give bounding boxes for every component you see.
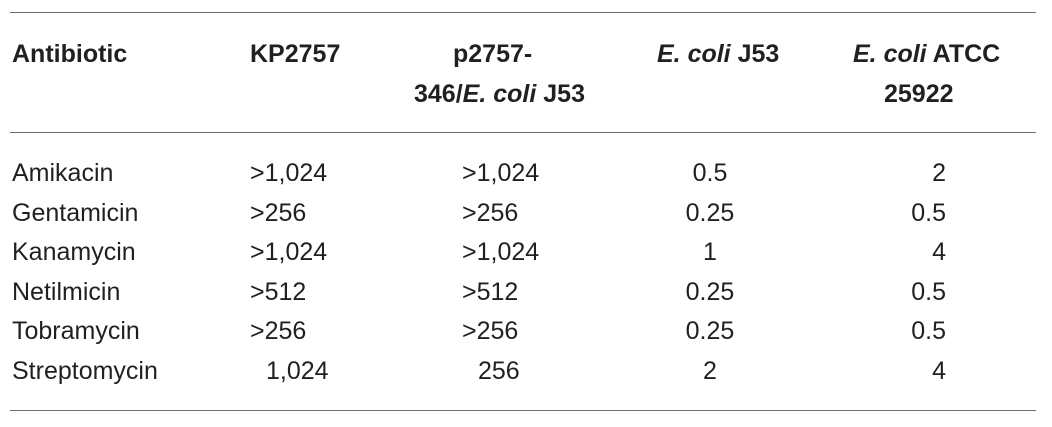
row-p2757: >1,024	[462, 159, 540, 187]
row-kp2757: >1,024	[250, 159, 328, 187]
row-j53: 0.25	[685, 317, 735, 345]
row-atcc: 0.5	[911, 317, 946, 345]
row-kp2757: >256	[250, 199, 307, 227]
header-atcc-line2: 25922	[884, 80, 954, 108]
table-header-rule	[10, 132, 1036, 133]
row-kp2757: >512	[250, 278, 307, 306]
header-antibiotic: Antibiotic	[12, 40, 128, 68]
row-atcc: 0.5	[911, 278, 946, 306]
row-j53: 1	[703, 238, 717, 266]
row-p2757: >256	[462, 317, 519, 345]
header-atcc: E. coli ATCC	[853, 34, 1000, 74]
row-antibiotic: Kanamycin	[12, 238, 136, 266]
row-antibiotic: Netilmicin	[12, 278, 121, 306]
header-plasmid-strain: J53	[536, 80, 585, 108]
row-atcc: 2	[932, 159, 946, 187]
header-plasmid-line1: p2757-	[453, 40, 533, 68]
row-p2757: >256	[462, 199, 519, 227]
row-j53: 2	[703, 357, 717, 385]
header-j53-strain: J53	[730, 40, 780, 68]
row-p2757: >512	[462, 278, 519, 306]
row-antibiotic: Streptomycin	[12, 357, 158, 385]
header-plasmid-prefix: 346/	[414, 80, 463, 108]
row-j53: 0.25	[685, 199, 735, 227]
row-j53: 0.25	[685, 278, 735, 306]
row-kp2757: >1,024	[250, 238, 328, 266]
table-top-rule	[10, 12, 1036, 13]
header-kp2757: KP2757	[250, 40, 341, 68]
row-antibiotic: Tobramycin	[12, 317, 140, 345]
row-antibiotic: Amikacin	[12, 159, 114, 187]
row-p2757: 256	[478, 357, 520, 385]
header-atcc-species: E. coli	[853, 40, 927, 68]
row-atcc: 4	[932, 357, 946, 385]
table-bottom-rule	[10, 410, 1036, 411]
header-j53-species: E. coli	[657, 40, 731, 68]
row-j53: 0.5	[692, 159, 728, 187]
row-atcc: 4	[932, 238, 946, 266]
row-kp2757: 1,024	[266, 357, 329, 385]
row-p2757: >1,024	[462, 238, 540, 266]
row-atcc: 0.5	[911, 199, 946, 227]
header-plasmid-line2: 346/E. coli J53	[414, 74, 585, 114]
header-plasmid-species: E. coli	[462, 80, 537, 108]
row-antibiotic: Gentamicin	[12, 199, 139, 227]
header-atcc-strain: ATCC	[926, 40, 1001, 68]
row-kp2757: >256	[250, 317, 307, 345]
header-j53: E. coli J53	[657, 34, 779, 74]
